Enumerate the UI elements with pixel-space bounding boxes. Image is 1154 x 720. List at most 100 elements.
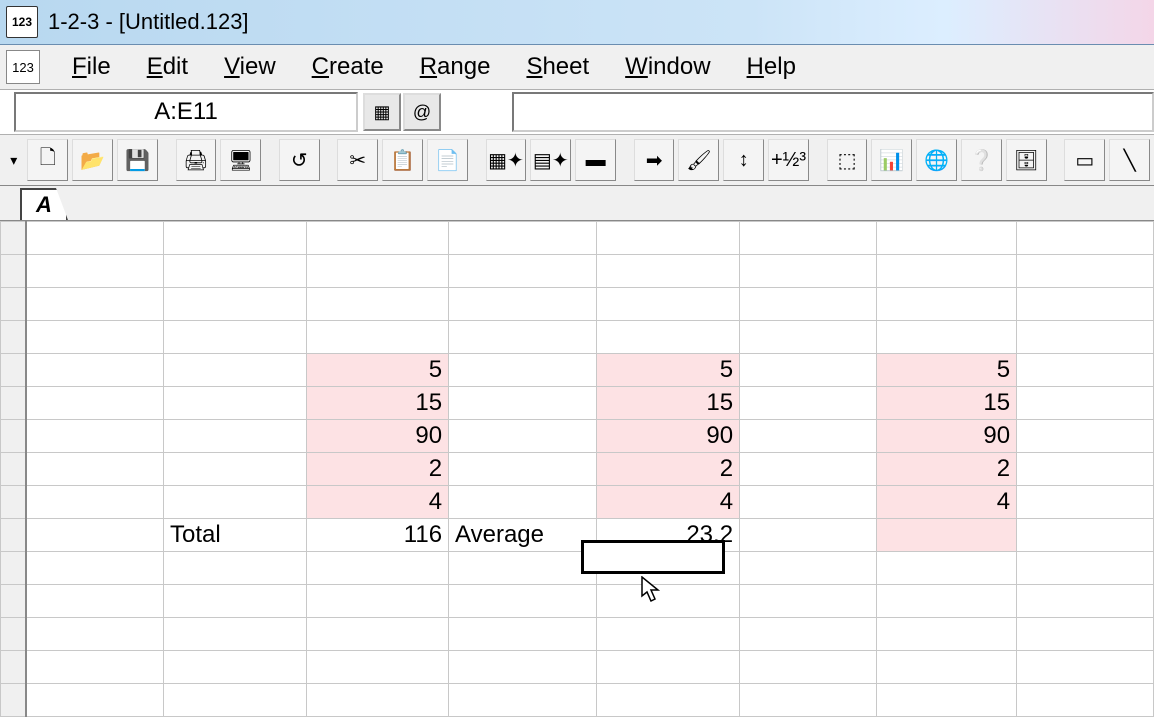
cell-r2-c4[interactable] (449, 288, 597, 321)
cell-r4-c4[interactable] (449, 354, 597, 387)
cell-r11-c7[interactable] (876, 585, 1016, 618)
cell-r10-c6[interactable] (740, 552, 877, 585)
sheet-tab-a[interactable]: A (20, 188, 68, 220)
cell-r14-c4[interactable] (449, 684, 597, 717)
help-sheet-icon[interactable]: ❔ (961, 139, 1002, 181)
cell-r3-c4[interactable] (449, 321, 597, 354)
cell-r6-c2[interactable] (164, 420, 307, 453)
cell-r7-c6[interactable] (740, 453, 877, 486)
cell-r13-c1[interactable] (26, 651, 163, 684)
cell-r12-c8[interactable] (1017, 618, 1154, 651)
cell-r6-c6[interactable] (740, 420, 877, 453)
calculator-icon[interactable]: 🗄 (1006, 139, 1047, 181)
cell-r11-c3[interactable] (307, 585, 449, 618)
paste-icon[interactable]: 📄 (427, 139, 468, 181)
cell-r2-c3[interactable] (307, 288, 449, 321)
cell-r5-c2[interactable] (164, 387, 307, 420)
cell-r8-c4[interactable] (449, 486, 597, 519)
cell-r3-c3[interactable] (307, 321, 449, 354)
cell-r8-c5[interactable]: 4 (597, 486, 740, 519)
insert-row-icon[interactable]: ▤✦ (530, 139, 571, 181)
print-preview-icon[interactable]: 🖥 (220, 139, 261, 181)
cell-r11-c0[interactable] (1, 585, 27, 618)
cell-r5-c6[interactable] (740, 387, 877, 420)
line-icon[interactable]: ╲ (1109, 139, 1150, 181)
cell-r0-c4[interactable] (449, 222, 597, 255)
cell-r5-c4[interactable] (449, 387, 597, 420)
cell-r7-c7[interactable]: 2 (876, 453, 1016, 486)
cell-r13-c7[interactable] (876, 651, 1016, 684)
cell-r0-c0[interactable] (1, 222, 27, 255)
cell-r8-c8[interactable] (1017, 486, 1154, 519)
menu-window[interactable]: Window (607, 51, 728, 83)
cell-r13-c4[interactable] (449, 651, 597, 684)
cell-r14-c1[interactable] (26, 684, 163, 717)
cell-r11-c6[interactable] (740, 585, 877, 618)
cell-r12-c2[interactable] (164, 618, 307, 651)
menu-view[interactable]: View (206, 51, 294, 83)
cell-r1-c8[interactable] (1017, 255, 1154, 288)
cell-r3-c5[interactable] (597, 321, 740, 354)
cell-r9-c4[interactable]: Average (449, 519, 597, 552)
cell-r6-c1[interactable] (26, 420, 163, 453)
cell-r1-c4[interactable] (449, 255, 597, 288)
menu-range[interactable]: Range (402, 51, 509, 83)
cell-r12-c0[interactable] (1, 618, 27, 651)
formula-input[interactable] (512, 92, 1154, 132)
cell-r0-c3[interactable] (307, 222, 449, 255)
cell-r5-c1[interactable] (26, 387, 163, 420)
cell-r6-c3[interactable]: 90 (307, 420, 449, 453)
cell-r1-c3[interactable] (307, 255, 449, 288)
menu-sheet[interactable]: Sheet (508, 51, 607, 83)
cell-r10-c0[interactable] (1, 552, 27, 585)
cell-r0-c2[interactable] (164, 222, 307, 255)
cell-r10-c7[interactable] (876, 552, 1016, 585)
cell-r4-c3[interactable]: 5 (307, 354, 449, 387)
undo-icon[interactable]: ↺ (279, 139, 320, 181)
cell-r1-c0[interactable] (1, 255, 27, 288)
insert-sheet-icon[interactable]: ▦✦ (486, 139, 527, 181)
cell-r8-c2[interactable] (164, 486, 307, 519)
menu-edit[interactable]: Edit (129, 51, 206, 83)
cell-r13-c6[interactable] (740, 651, 877, 684)
new-file-icon[interactable]: 🗋 (27, 139, 68, 181)
at-function-icon[interactable]: @ (403, 93, 441, 131)
cell-r7-c1[interactable] (26, 453, 163, 486)
cell-r8-c0[interactable] (1, 486, 27, 519)
cell-r2-c2[interactable] (164, 288, 307, 321)
cell-r10-c3[interactable] (307, 552, 449, 585)
cell-r3-c1[interactable] (26, 321, 163, 354)
cell-r12-c6[interactable] (740, 618, 877, 651)
cell-r11-c4[interactable] (449, 585, 597, 618)
cell-r9-c5[interactable]: 23.2 (597, 519, 740, 552)
cell-r11-c1[interactable] (26, 585, 163, 618)
cell-r14-c5[interactable] (597, 684, 740, 717)
cell-r6-c4[interactable] (449, 420, 597, 453)
delete-row-icon[interactable]: ▬ (575, 139, 616, 181)
cell-r8-c6[interactable] (740, 486, 877, 519)
cell-r8-c1[interactable] (26, 486, 163, 519)
cell-r0-c7[interactable] (876, 222, 1016, 255)
cell-r10-c1[interactable] (26, 552, 163, 585)
cell-r7-c4[interactable] (449, 453, 597, 486)
copy-icon[interactable]: 📋 (382, 139, 423, 181)
cell-r4-c6[interactable] (740, 354, 877, 387)
cell-r14-c2[interactable] (164, 684, 307, 717)
cell-r3-c8[interactable] (1017, 321, 1154, 354)
cell-r8-c3[interactable]: 4 (307, 486, 449, 519)
cell-r4-c5[interactable]: 5 (597, 354, 740, 387)
cell-r6-c0[interactable] (1, 420, 27, 453)
range-selector-icon[interactable]: ▦ (363, 93, 401, 131)
cell-r7-c3[interactable]: 2 (307, 453, 449, 486)
cell-r11-c8[interactable] (1017, 585, 1154, 618)
cell-r7-c5[interactable]: 2 (597, 453, 740, 486)
cell-r11-c2[interactable] (164, 585, 307, 618)
cell-r1-c1[interactable] (26, 255, 163, 288)
cell-r0-c8[interactable] (1017, 222, 1154, 255)
cell-r13-c2[interactable] (164, 651, 307, 684)
cell-r2-c5[interactable] (597, 288, 740, 321)
cell-r0-c6[interactable] (740, 222, 877, 255)
save-file-icon[interactable]: 💾 (117, 139, 158, 181)
cell-r6-c7[interactable]: 90 (876, 420, 1016, 453)
cell-r14-c8[interactable] (1017, 684, 1154, 717)
